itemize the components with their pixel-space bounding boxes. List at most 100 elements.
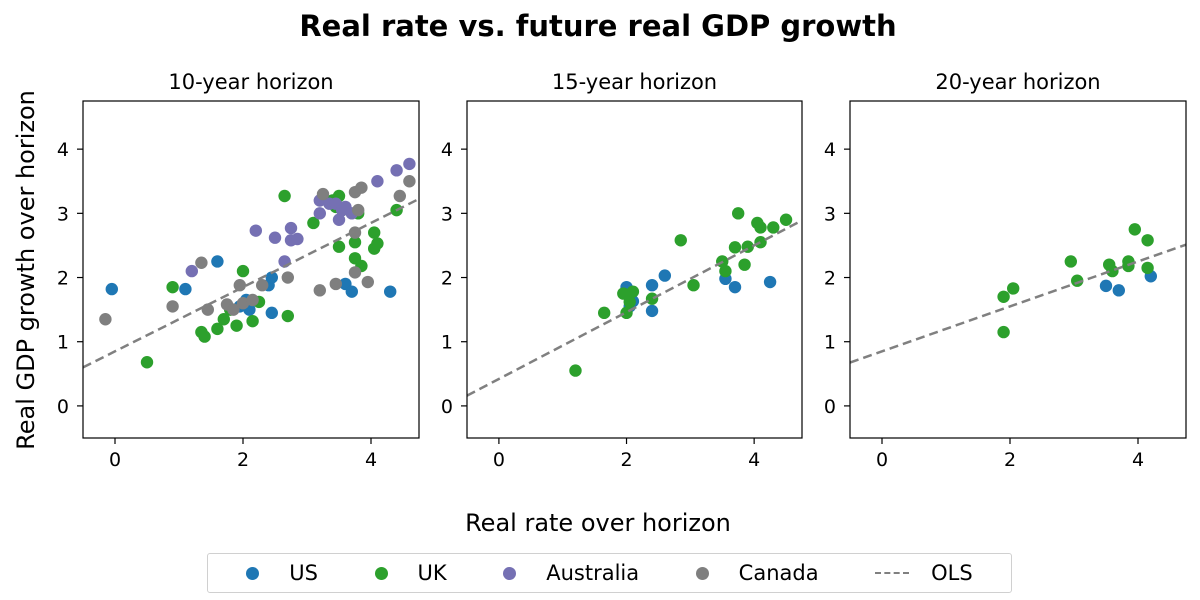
data-point [620,306,633,320]
panel-1: 10-year horizon 0 2 4 0 1 2 3 4 [57,70,420,471]
y-tick-label: 2 [57,268,69,290]
data-point [658,269,672,282]
data-point [284,221,298,235]
data-point [371,175,384,188]
legend-item-us: US [246,561,318,585]
legend-label-australia: Australia [546,561,640,585]
series-uk [569,207,793,377]
y-tick-label: 0 [441,396,453,418]
data-point [236,264,250,278]
y-tick-label: 4 [57,139,69,161]
y-tick-label: 0 [57,396,69,418]
data-point [195,256,208,269]
data-point [313,284,326,297]
data-point [645,304,659,318]
data-point [626,285,640,298]
panel-title: 15-year horizon [552,70,717,94]
data-point [256,279,269,292]
data-point [728,241,742,254]
data-point [997,290,1010,303]
x-tick-label: 0 [109,449,121,471]
legend-label-uk: UK [417,561,447,585]
series-australia [185,157,416,278]
data-point [361,275,374,289]
chart-title: Real rate vs. future real GDP growth [299,9,896,43]
y-tick-label: 3 [57,203,69,225]
data-point [236,297,250,310]
data-point [313,207,326,220]
y-tick-label: 2 [824,268,836,290]
data-point [1064,255,1078,268]
panel-title: 10-year horizon [168,70,333,94]
panel-2: 15-year horizon 0 2 4 0 1 2 3 4 [441,70,803,471]
data-point [731,207,745,220]
data-point [390,164,403,177]
data-point [403,157,416,171]
data-point [754,236,767,249]
data-point [719,264,732,278]
data-point [645,292,659,305]
data-point [623,295,636,309]
data-point [291,232,304,246]
data-point [211,255,224,268]
x-tick-label: 2 [237,449,249,471]
y-tick-label: 1 [441,332,453,354]
data-point [348,236,362,249]
y-tick-label: 4 [441,139,453,161]
data-point [198,330,211,343]
data-point [393,189,406,203]
data-point [268,231,282,244]
ols-line [850,243,1186,364]
data-point [233,279,246,292]
legend-item-ols: OLS [875,561,973,585]
data-point [403,175,416,188]
data-point [754,221,767,234]
series-us [1099,270,1158,297]
ols-line [467,219,802,397]
series-uk [997,223,1154,339]
ols-line [83,197,419,369]
plot-frame [466,100,803,439]
x-tick-label: 2 [1004,449,1016,471]
x-axis-label: Real rate over horizon [465,509,731,537]
x-tick-label: 4 [365,449,377,471]
y-tick-label: 1 [57,332,69,354]
data-point [1128,223,1142,236]
x-tick-label: 4 [748,449,760,471]
data-point [140,356,154,369]
data-point [384,285,397,298]
legend-label-canada: Canada [738,561,819,585]
plot-frame [82,100,420,439]
data-point [779,213,793,226]
data-point [230,319,243,332]
x-tick-label: 0 [493,449,505,471]
data-point [105,282,119,296]
data-point [179,282,192,296]
data-point [997,325,1010,339]
data-point [281,309,294,323]
data-point [99,313,112,326]
data-point [185,264,198,278]
data-point [217,313,230,326]
data-point [1106,264,1119,278]
series-us [105,255,397,320]
data-point [227,303,240,316]
y-tick-label: 3 [824,203,836,225]
data-point [348,226,362,239]
data-point [332,240,346,253]
x-tick-label: 0 [876,449,888,471]
data-point [1112,284,1126,297]
data-point [355,181,368,194]
legend-item-uk: UK [374,561,447,585]
data-point [201,303,214,316]
data-point [316,187,330,201]
data-point [265,306,278,320]
y-tick-label: 0 [824,396,836,418]
data-point [645,279,659,292]
data-point [1071,274,1084,287]
x-tick-label: 4 [1132,449,1144,471]
data-point [265,271,278,284]
data-point [738,258,751,271]
legend-marker-uk [374,566,388,580]
data-point [352,203,365,217]
